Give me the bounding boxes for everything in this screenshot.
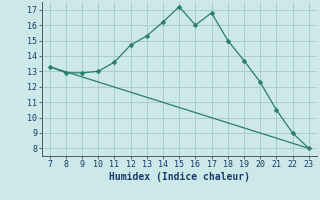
X-axis label: Humidex (Indice chaleur): Humidex (Indice chaleur) — [109, 172, 250, 182]
